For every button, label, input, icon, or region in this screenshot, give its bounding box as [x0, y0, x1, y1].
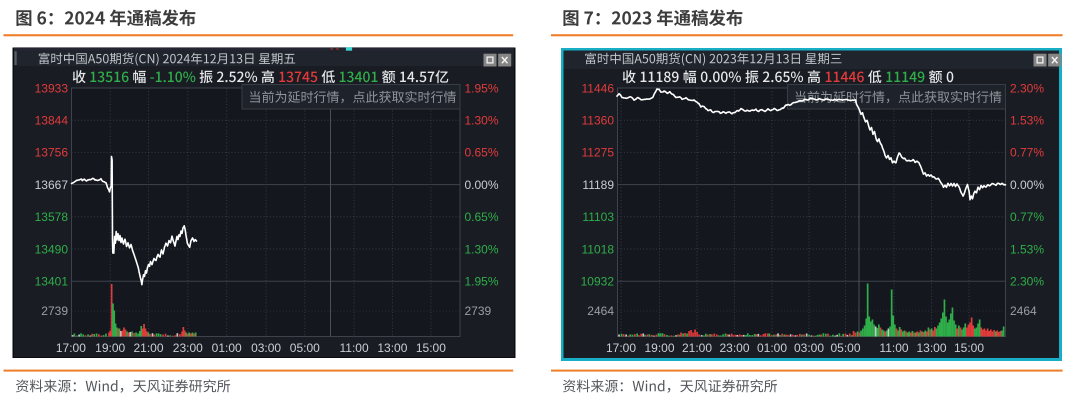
svg-text:13490: 13490 [35, 242, 69, 256]
svg-text:2739: 2739 [41, 304, 68, 318]
svg-text:11103: 11103 [582, 210, 614, 224]
svg-text:11360: 11360 [582, 114, 615, 128]
svg-text:11275: 11275 [582, 146, 615, 160]
svg-text:1.95%: 1.95% [465, 81, 499, 95]
svg-text:2464: 2464 [1010, 304, 1037, 318]
svg-text:0.77%: 0.77% [1010, 210, 1044, 224]
svg-text:1.53%: 1.53% [1010, 114, 1044, 128]
svg-text:0.77%: 0.77% [1010, 146, 1044, 160]
svg-text:0.00%: 0.00% [465, 178, 499, 192]
svg-text:10932: 10932 [581, 275, 615, 289]
svg-text:15:00: 15:00 [954, 341, 984, 355]
svg-text:13844: 13844 [35, 114, 69, 128]
svg-text:17:00: 17:00 [606, 341, 636, 355]
svg-text:0.00%: 0.00% [1010, 178, 1044, 192]
svg-text:13667: 13667 [35, 178, 69, 192]
svg-text:0.65%: 0.65% [465, 146, 499, 160]
svg-text:11189: 11189 [582, 178, 614, 192]
svg-text:13:00: 13:00 [916, 341, 946, 355]
svg-text:21:00: 21:00 [133, 341, 163, 355]
svg-text:2464: 2464 [587, 304, 614, 318]
svg-text:19:00: 19:00 [644, 341, 674, 355]
svg-text:23:00: 23:00 [173, 341, 203, 355]
svg-text:15:00: 15:00 [416, 341, 446, 355]
svg-text:13933: 13933 [35, 81, 69, 95]
svg-text:1.53%: 1.53% [1010, 242, 1044, 256]
svg-text:2.30%: 2.30% [1010, 275, 1044, 289]
svg-text:0.65%: 0.65% [465, 210, 499, 224]
svg-text:13756: 13756 [35, 146, 69, 160]
svg-text:1.30%: 1.30% [465, 242, 499, 256]
svg-text:05:00: 05:00 [290, 341, 320, 355]
svg-text:1.95%: 1.95% [465, 275, 499, 289]
svg-text:03:00: 03:00 [251, 341, 281, 355]
svg-text:11446: 11446 [582, 81, 615, 95]
svg-text:13:00: 13:00 [377, 341, 407, 355]
svg-text:05:00: 05:00 [830, 341, 860, 355]
svg-text:1.30%: 1.30% [465, 114, 499, 128]
svg-text:23:00: 23:00 [719, 341, 749, 355]
svg-text:2.30%: 2.30% [1010, 81, 1044, 95]
svg-text:11018: 11018 [582, 242, 615, 256]
svg-text:11:00: 11:00 [340, 341, 369, 355]
svg-text:13578: 13578 [35, 210, 69, 224]
svg-text:2739: 2739 [465, 304, 492, 318]
svg-text:19:00: 19:00 [95, 341, 125, 355]
svg-text:11:00: 11:00 [879, 341, 908, 355]
svg-text:01:00: 01:00 [757, 341, 787, 355]
svg-text:03:00: 03:00 [794, 341, 824, 355]
svg-text:21:00: 21:00 [682, 341, 712, 355]
svg-text:01:00: 01:00 [212, 341, 242, 355]
svg-text:13401: 13401 [35, 275, 69, 289]
svg-text:17:00: 17:00 [56, 341, 86, 355]
